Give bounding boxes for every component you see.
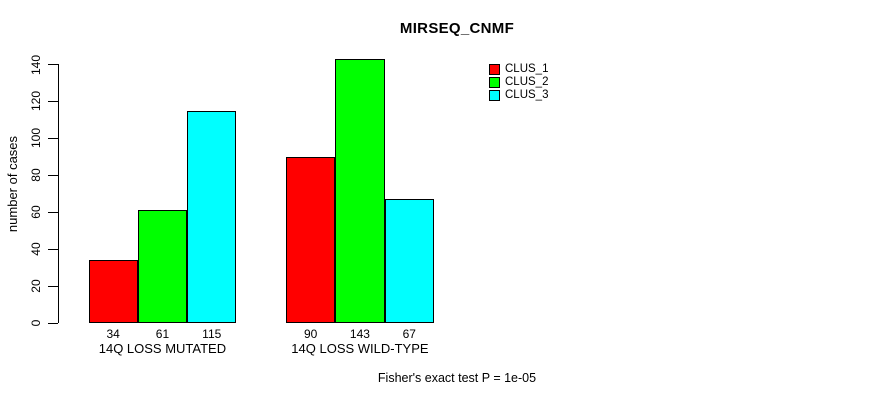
legend-swatch-icon [489, 64, 500, 75]
legend-item-clus_2: CLUS_2 [489, 76, 548, 89]
bar-value-label: 67 [402, 327, 416, 341]
y-axis-tick [48, 174, 58, 176]
bar-value-label: 34 [106, 327, 120, 341]
y-axis-tick-label: 60 [29, 205, 43, 219]
y-axis-tick [48, 100, 58, 102]
legend-item-clus_3: CLUS_3 [489, 89, 548, 102]
y-axis-tick-label: 80 [29, 168, 43, 182]
y-axis-tick-label: 140 [29, 54, 43, 75]
y-axis-tick [48, 64, 58, 65]
legend-label: CLUS_2 [505, 76, 549, 88]
legend: CLUS_1 CLUS_2 CLUS_3 [489, 63, 548, 102]
y-axis-tick [48, 137, 58, 139]
bar-clus_1-2 [286, 156, 336, 323]
y-axis-line [58, 64, 59, 323]
bar-value-label: 115 [202, 327, 222, 341]
legend-label: CLUS_1 [505, 63, 549, 75]
y-axis-tick-label: 100 [29, 128, 43, 149]
bar-clus_3-2 [384, 199, 434, 323]
annotation-text: Fisher's exact test P = 1e-05 [377, 371, 537, 385]
chart-title: MIRSEQ_CNMF [399, 20, 515, 37]
legend-swatch-icon [489, 90, 500, 101]
y-axis-tick-label: 120 [29, 91, 43, 112]
category-label: 14Q LOSS MUTATED [98, 341, 227, 356]
legend-item-clus_1: CLUS_1 [489, 63, 548, 76]
bar-value-label: 61 [155, 327, 170, 341]
y-axis-tick-label: 40 [29, 242, 43, 256]
y-axis-tick-label: 0 [29, 319, 43, 327]
y-axis-tick-label: 20 [29, 279, 43, 293]
bar-clus_1-1 [88, 260, 138, 323]
category-label: 14Q LOSS WILD-TYPE [291, 341, 429, 356]
y-axis-tick [48, 322, 58, 324]
bar-value-label: 143 [349, 327, 370, 341]
legend-label: CLUS_3 [505, 89, 549, 101]
y-axis-label: number of cases [5, 135, 20, 233]
bar-clus_3-1 [187, 110, 237, 323]
legend-swatch-icon [489, 77, 500, 88]
bar-value-label: 90 [303, 327, 318, 341]
bar-clus_2-2 [335, 58, 385, 323]
y-axis-tick [48, 211, 58, 213]
y-axis-tick [48, 285, 58, 287]
y-axis-tick [48, 248, 58, 250]
bar-clus_2-1 [137, 210, 188, 323]
